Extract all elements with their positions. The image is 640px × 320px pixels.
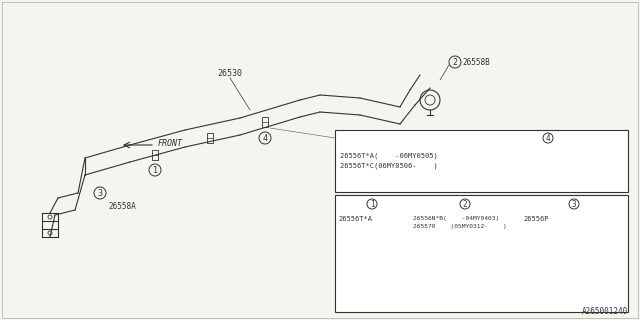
- Text: 26558A: 26558A: [108, 202, 136, 211]
- Text: 1: 1: [370, 199, 374, 209]
- Circle shape: [48, 215, 52, 219]
- Text: 26556T*A(    -06MY0505): 26556T*A( -06MY0505): [340, 152, 438, 158]
- Text: 26530: 26530: [218, 68, 243, 77]
- Bar: [460, 245, 470, 258]
- Text: 2: 2: [452, 58, 458, 67]
- Text: 26556T*C(06MY0506-    ): 26556T*C(06MY0506- ): [340, 162, 438, 169]
- Text: 26556T*A: 26556T*A: [338, 216, 372, 222]
- Text: 26558B: 26558B: [462, 58, 490, 67]
- Bar: [207, 133, 213, 143]
- Text: 4: 4: [546, 133, 550, 142]
- Bar: [262, 117, 268, 127]
- Bar: [568, 243, 581, 259]
- Text: 26556N*B(    -04MY0403): 26556N*B( -04MY0403): [413, 216, 499, 221]
- Text: 4: 4: [262, 133, 268, 142]
- Text: 2: 2: [463, 199, 467, 209]
- Text: 265570    (05MY0312-    ): 265570 (05MY0312- ): [413, 224, 507, 229]
- Text: 3: 3: [572, 199, 576, 209]
- Bar: [364, 241, 380, 261]
- Text: 26556P: 26556P: [523, 216, 548, 222]
- Circle shape: [48, 231, 52, 235]
- Text: 3: 3: [97, 188, 102, 197]
- Bar: [152, 150, 158, 160]
- Text: A265001240: A265001240: [582, 307, 628, 316]
- Bar: [551, 157, 569, 179]
- Text: 1: 1: [152, 165, 157, 174]
- Bar: [335, 130, 628, 192]
- Bar: [335, 195, 628, 312]
- Text: FRONT: FRONT: [158, 139, 183, 148]
